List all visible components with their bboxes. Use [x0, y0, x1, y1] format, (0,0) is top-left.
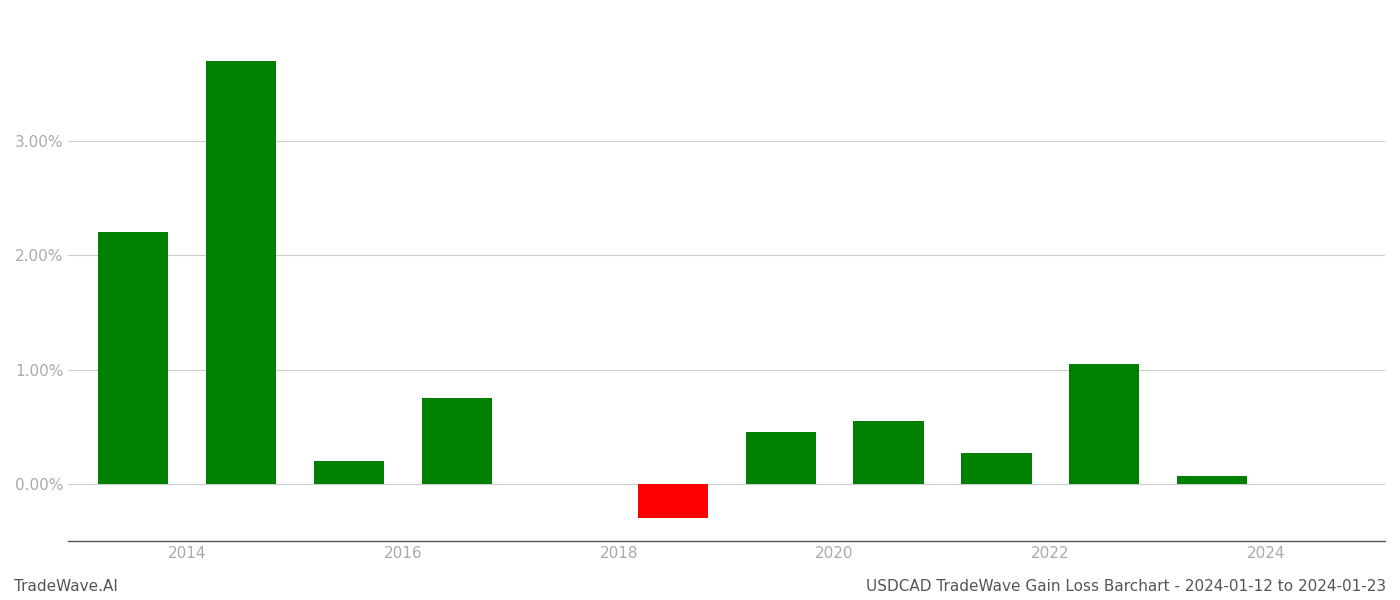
Bar [421, 398, 491, 484]
Bar [206, 61, 276, 484]
Bar [314, 461, 384, 484]
Bar [1177, 476, 1247, 484]
Bar [746, 433, 816, 484]
Bar [854, 421, 924, 484]
Text: USDCAD TradeWave Gain Loss Barchart - 2024-01-12 to 2024-01-23: USDCAD TradeWave Gain Loss Barchart - 20… [865, 579, 1386, 594]
Bar [637, 484, 708, 518]
Bar [1070, 364, 1140, 484]
Bar [98, 232, 168, 484]
Text: TradeWave.AI: TradeWave.AI [14, 579, 118, 594]
Bar [962, 453, 1032, 484]
